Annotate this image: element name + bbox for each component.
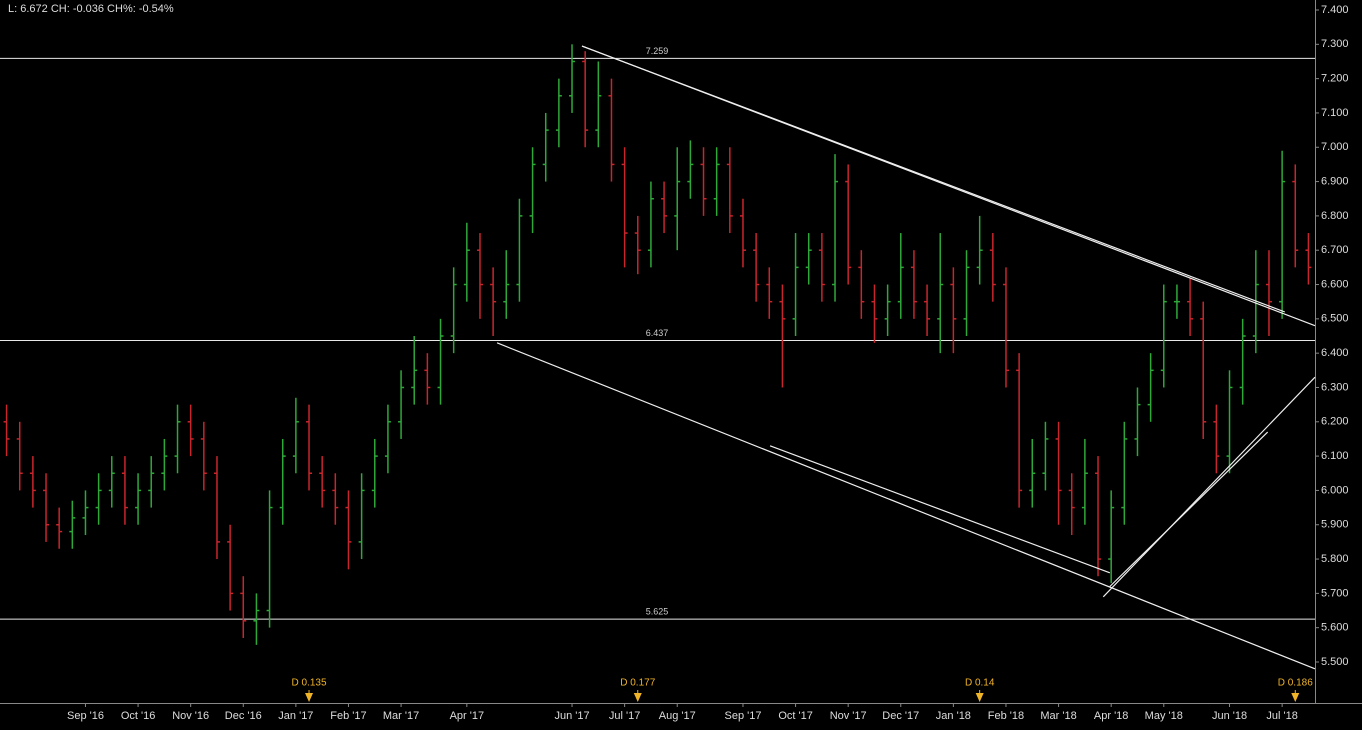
y-tick-label: 5.900 — [1321, 519, 1349, 531]
trend-line — [1102, 376, 1316, 598]
x-tick-label: Mar '17 — [383, 710, 419, 722]
dividend-label: D 0.14 — [965, 678, 995, 689]
x-tick-label: Jul '17 — [609, 710, 640, 722]
y-tick-label: 6.400 — [1321, 347, 1349, 359]
y-tick-label: 5.800 — [1321, 553, 1349, 565]
y-tick-label: 6.800 — [1321, 210, 1349, 222]
y-tick-label: 5.500 — [1321, 656, 1349, 668]
x-tick-label: Apr '18 — [1094, 710, 1129, 722]
x-tick-label: Nov '17 — [830, 710, 867, 722]
x-tick-label: Jul '18 — [1266, 710, 1297, 722]
x-tick-label: Jun '18 — [1212, 710, 1247, 722]
dividend-arrow — [975, 693, 984, 702]
level-label: 6.437 — [646, 328, 669, 338]
dividend-arrow — [1291, 693, 1300, 702]
x-tick-label: May '18 — [1145, 710, 1183, 722]
trend-line — [769, 445, 1111, 574]
x-tick-label: Jun '17 — [554, 710, 589, 722]
x-tick-label: Dec '16 — [225, 710, 262, 722]
y-tick-label: 6.600 — [1321, 278, 1349, 290]
y-tick-label: 6.100 — [1321, 450, 1349, 462]
trend-line — [1109, 431, 1269, 587]
y-tick-label: 6.900 — [1321, 175, 1349, 187]
x-tick-label: Oct '17 — [778, 710, 813, 722]
y-tick-label: 6.300 — [1321, 381, 1349, 393]
x-tick-label: Dec '17 — [882, 710, 919, 722]
y-tick-label: 5.700 — [1321, 587, 1349, 599]
x-tick-label: Feb '18 — [988, 710, 1024, 722]
y-tick-label: 7.300 — [1321, 38, 1349, 50]
x-tick-label: Nov '16 — [172, 710, 209, 722]
trend-line — [496, 342, 1316, 670]
x-tick-label: Oct '16 — [121, 710, 156, 722]
x-tick-label: Feb '17 — [330, 710, 366, 722]
y-tick-label: 6.500 — [1321, 313, 1349, 325]
y-tick-label: 7.400 — [1321, 4, 1349, 16]
x-tick-label: Sep '17 — [724, 710, 761, 722]
dividend-arrow — [305, 693, 314, 702]
x-tick-label: Jan '18 — [936, 710, 971, 722]
y-tick-label: 7.200 — [1321, 73, 1349, 85]
x-tick-label: Jan '17 — [278, 710, 313, 722]
x-tick-label: Apr '17 — [450, 710, 485, 722]
x-tick-label: Mar '18 — [1040, 710, 1076, 722]
y-tick-label: 7.100 — [1321, 107, 1349, 119]
y-tick-label: 7.000 — [1321, 141, 1349, 153]
header-info: L: 6.672 CH: -0.036 CH%: -0.54% — [8, 3, 174, 15]
y-tick-label: 6.000 — [1321, 484, 1349, 496]
dividend-label: D 0.135 — [292, 678, 327, 689]
y-tick-label: 5.600 — [1321, 622, 1349, 634]
level-label: 5.625 — [646, 606, 669, 616]
x-tick-label: Aug '17 — [659, 710, 696, 722]
y-tick-label: 6.200 — [1321, 416, 1349, 428]
level-label: 7.259 — [646, 46, 669, 56]
trend-line — [581, 45, 1285, 313]
dividend-label: D 0.177 — [620, 678, 655, 689]
dividend-arrow — [633, 693, 642, 702]
y-tick-label: 6.700 — [1321, 244, 1349, 256]
dividend-label: D 0.186 — [1278, 678, 1313, 689]
x-tick-label: Sep '16 — [67, 710, 104, 722]
